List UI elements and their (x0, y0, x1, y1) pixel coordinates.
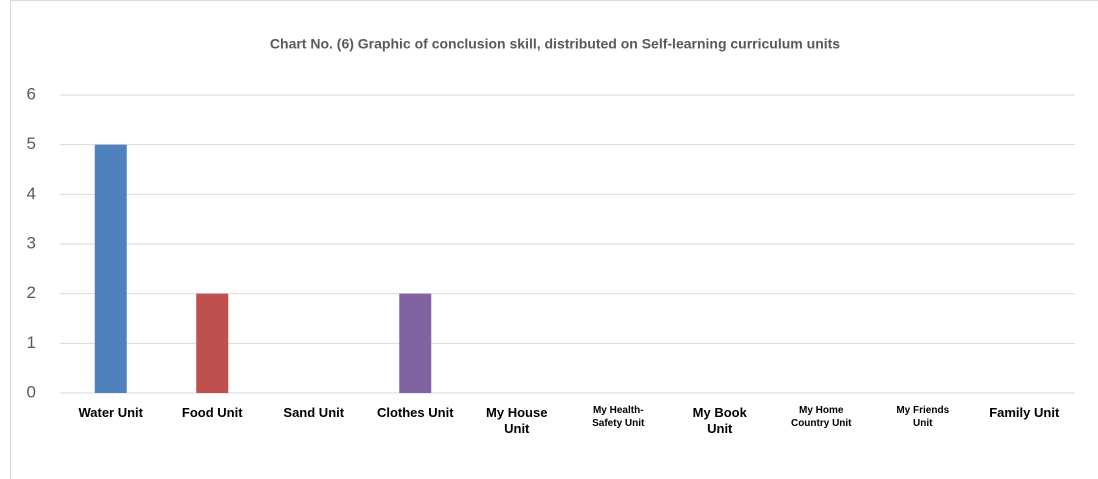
y-tick-label: 4 (27, 184, 36, 203)
x-tick-label: Clothes Unit (376, 405, 454, 420)
x-tick-label: Water Unit (78, 405, 144, 420)
y-tick-label: 2 (27, 283, 36, 302)
y-tick-label: 1 (27, 333, 36, 352)
bar (94, 144, 127, 393)
x-tick-label: My Book Unit (692, 405, 747, 437)
chart-title: Chart No. (6) Graphic of conclusion skil… (270, 36, 840, 52)
x-tick-label: Food Unit (181, 405, 243, 420)
x-tick-label: Family Unit (989, 405, 1060, 420)
chart-border (10, 0, 1098, 479)
bar (399, 293, 432, 393)
x-tick-label: My Health-Safety Unit (592, 405, 645, 429)
bar (196, 293, 229, 393)
x-tick-label: My Home Country Unit (790, 405, 852, 429)
y-tick-label: 6 (27, 84, 36, 103)
x-tick-label: My Friends Unit (896, 405, 950, 429)
y-tick-label: 3 (27, 233, 36, 252)
y-tick-label: 5 (27, 134, 36, 153)
x-tick-label: Sand Unit (283, 405, 345, 420)
y-tick-label: 0 (27, 382, 36, 401)
x-tick-label: My House Unit (486, 405, 548, 437)
